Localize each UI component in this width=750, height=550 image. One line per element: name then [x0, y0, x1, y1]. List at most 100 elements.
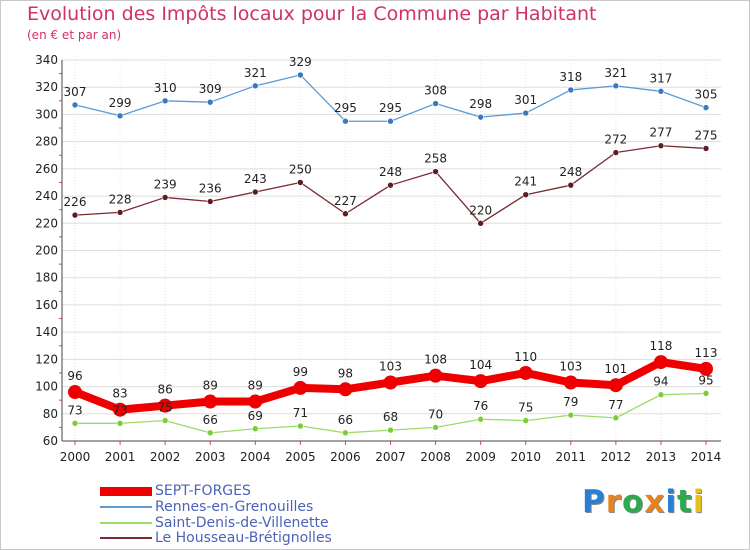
- data-label: 295: [334, 101, 357, 115]
- y-tick-label: 160: [35, 298, 58, 312]
- data-label: 118: [649, 339, 672, 353]
- data-label: 305: [695, 88, 718, 102]
- data-label: 275: [695, 128, 718, 142]
- y-tick-label: 200: [35, 244, 58, 258]
- proxiti-logo: Proxiti: [582, 484, 705, 520]
- legend-label: Rennes-en-Grenouilles: [155, 499, 314, 515]
- x-tick-label: 2001: [105, 450, 136, 464]
- data-label: 94: [653, 375, 668, 389]
- data-label: 77: [608, 398, 623, 412]
- legend-label: Le Housseau-Brétignolles: [155, 530, 332, 546]
- y-tick-label: 120: [35, 352, 58, 366]
- data-label: 220: [469, 203, 492, 217]
- data-point: [342, 117, 349, 125]
- data-label: 228: [109, 192, 132, 206]
- y-tick-label: 140: [35, 325, 58, 339]
- data-label: 227: [334, 194, 357, 208]
- data-label: 317: [649, 71, 672, 85]
- data-label: 321: [604, 66, 627, 80]
- data-point: [161, 194, 169, 201]
- data-point: [251, 82, 259, 90]
- data-label: 95: [698, 373, 713, 387]
- data-label: 101: [604, 362, 627, 376]
- data-label: 76: [473, 399, 488, 413]
- data-label: 73: [67, 403, 82, 417]
- data-label: 66: [203, 413, 218, 427]
- data-point: [297, 179, 304, 186]
- data-point: [387, 181, 394, 189]
- x-tick-label: 2012: [601, 450, 632, 464]
- data-label: 298: [469, 97, 492, 111]
- data-point: [518, 365, 533, 380]
- x-tick-label: 2014: [691, 450, 722, 464]
- y-tick-label: 340: [35, 53, 58, 67]
- data-point: [342, 210, 349, 218]
- data-point: [71, 101, 79, 109]
- data-label: 301: [514, 93, 537, 107]
- x-tick-label: 2009: [465, 450, 496, 464]
- data-point: [522, 109, 530, 117]
- x-tick-label: 2007: [375, 450, 406, 464]
- data-point: [567, 411, 575, 419]
- x-tick-label: 2008: [420, 450, 451, 464]
- data-point: [206, 198, 214, 205]
- y-tick-label: 180: [35, 271, 58, 285]
- data-point: [251, 425, 259, 433]
- data-point: [702, 145, 710, 152]
- y-tick-label: 300: [35, 107, 58, 121]
- y-tick-label: 80: [43, 407, 58, 421]
- data-label: 239: [154, 177, 177, 191]
- x-tick-label: 2003: [195, 450, 226, 464]
- data-point: [477, 415, 484, 423]
- data-point: [161, 97, 169, 105]
- data-label: 71: [293, 406, 308, 420]
- data-point: [338, 382, 353, 397]
- data-point: [612, 149, 620, 156]
- data-label: 277: [649, 126, 672, 140]
- x-tick-label: 2004: [240, 450, 271, 464]
- data-point: [116, 420, 124, 427]
- data-label: 258: [424, 152, 447, 166]
- data-point: [657, 391, 665, 399]
- data-point: [653, 355, 668, 370]
- legend-item: Le Housseau-Brétignolles: [100, 530, 332, 546]
- data-point: [522, 191, 530, 199]
- data-label: 241: [514, 175, 537, 189]
- data-label: 113: [695, 346, 718, 360]
- data-label: 329: [289, 55, 312, 69]
- data-label: 236: [199, 182, 222, 196]
- data-point: [251, 188, 259, 196]
- data-point: [477, 219, 484, 227]
- data-point: [612, 414, 620, 422]
- data-label: 69: [248, 409, 263, 423]
- data-point: [387, 426, 394, 434]
- x-tick-label: 2011: [556, 450, 587, 464]
- data-point: [387, 117, 394, 125]
- data-label: 99: [293, 365, 308, 379]
- data-label: 248: [379, 165, 402, 179]
- data-point: [432, 100, 439, 107]
- data-point: [297, 422, 304, 430]
- data-point: [116, 112, 124, 120]
- data-label: 75: [158, 401, 173, 415]
- data-point: [158, 398, 173, 413]
- data-point: [297, 71, 304, 79]
- y-tick-label: 220: [35, 216, 58, 230]
- data-point: [432, 424, 439, 431]
- data-label: 104: [469, 358, 492, 372]
- data-label: 79: [563, 395, 578, 409]
- data-point: [432, 168, 439, 175]
- data-label: 103: [559, 359, 582, 373]
- y-tick-label: 280: [35, 135, 58, 149]
- data-label: 226: [64, 195, 87, 209]
- data-point: [161, 417, 169, 424]
- data-point: [612, 82, 620, 90]
- data-label: 98: [338, 366, 353, 380]
- data-label: 295: [379, 101, 402, 115]
- data-point: [657, 87, 665, 95]
- data-point: [477, 113, 484, 121]
- legend-item: SEPT-FORGES: [100, 483, 251, 499]
- y-tick-label: 100: [35, 380, 58, 394]
- data-point: [567, 181, 575, 189]
